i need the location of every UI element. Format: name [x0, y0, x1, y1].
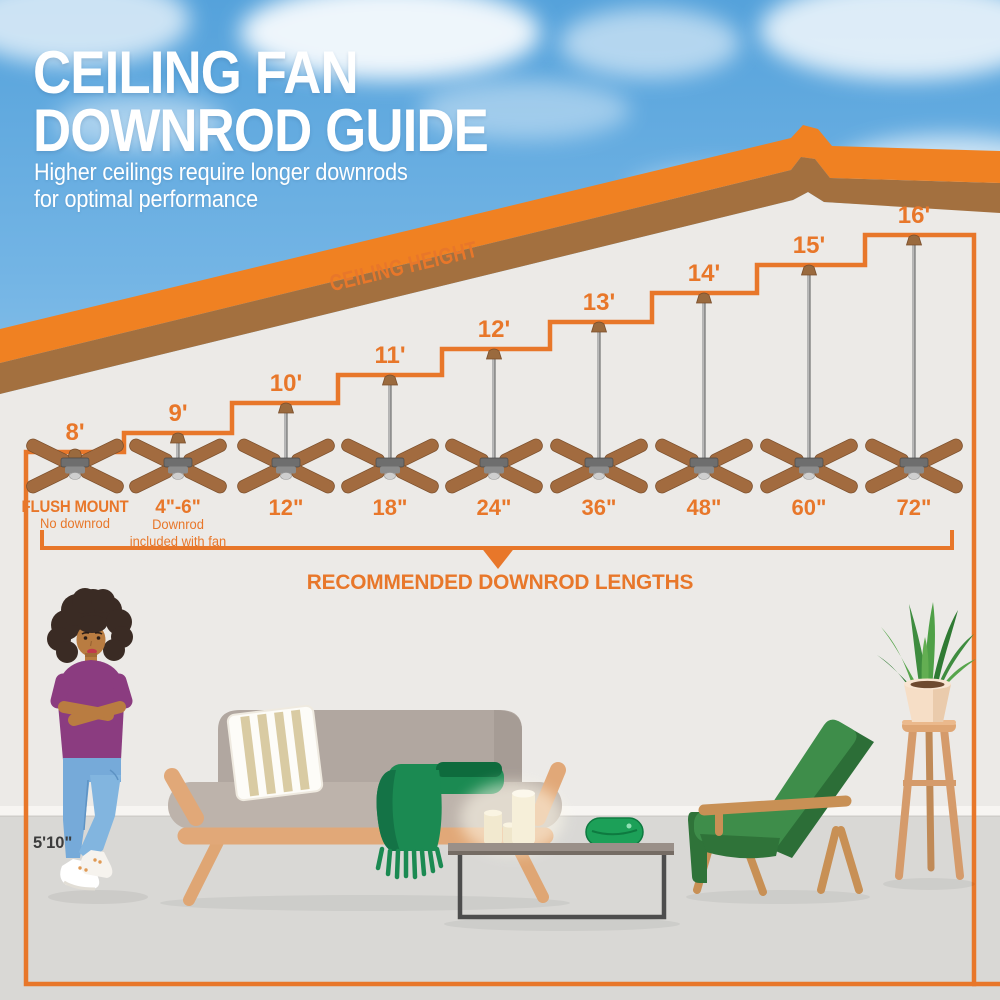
cloud [55, 95, 225, 150]
cloud [420, 80, 630, 140]
downrod-canopy [169, 432, 187, 444]
plant-stand [883, 720, 975, 890]
downrod-canopy [277, 402, 295, 414]
afro-hair [47, 588, 133, 663]
ceiling-fans [26, 234, 963, 494]
downrod-canopy [905, 234, 923, 246]
ceiling-fan [341, 374, 439, 494]
ceiling-fan [865, 234, 963, 494]
couch-illustration [160, 704, 570, 911]
ceiling-height-step-line [23, 232, 977, 987]
woman-illustration [47, 588, 148, 904]
potted-plant [877, 602, 976, 722]
cloud [560, 8, 740, 78]
ceiling-fan [550, 321, 648, 494]
ceiling-fan [237, 402, 335, 494]
ceiling-fan [129, 432, 227, 494]
armchair [686, 719, 874, 904]
ceiling-fan [445, 348, 543, 494]
downrod-canopy [590, 321, 608, 333]
cloud [240, 0, 540, 80]
table-top [448, 843, 674, 853]
striped-pillow [226, 704, 324, 802]
green-dish [585, 817, 644, 847]
downrod-canopy [381, 374, 399, 386]
arrow-down-icon [480, 546, 516, 569]
table-metal-frame [457, 855, 667, 920]
roof [0, 125, 1000, 394]
downrod-canopy [485, 348, 503, 360]
candles [484, 789, 535, 844]
coffee-table [444, 782, 680, 931]
ceiling-fan [760, 264, 858, 494]
flush-mount-canopy [66, 448, 84, 459]
downrod-bracket [40, 530, 954, 569]
ceiling-fan [26, 438, 124, 494]
aloe-leaves [877, 602, 976, 690]
downrod-canopy [800, 264, 818, 276]
ceiling-fan [655, 292, 753, 494]
roof-orange-band [0, 125, 1000, 363]
throw-blanket [375, 762, 504, 880]
downrod-canopy [695, 292, 713, 304]
roof-brown-band [0, 157, 1000, 394]
